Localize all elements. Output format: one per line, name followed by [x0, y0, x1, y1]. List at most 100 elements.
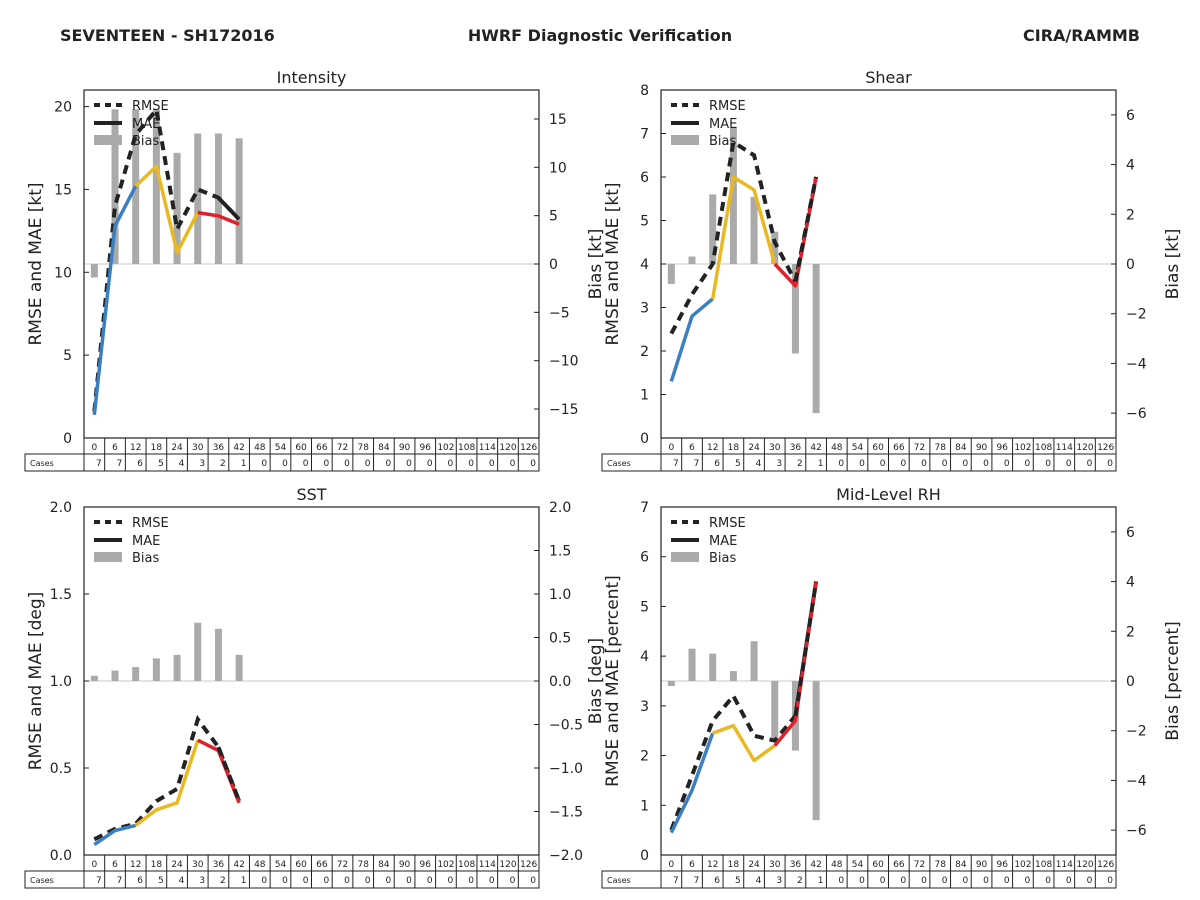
case-cell: 6 — [137, 876, 143, 886]
hour-cell: 90 — [399, 443, 411, 453]
hour-cell: 114 — [1056, 443, 1073, 453]
legend-bias-swatch — [671, 135, 699, 145]
case-cell: 5 — [735, 459, 741, 469]
ylabel2: Bias [kt] — [1163, 229, 1183, 300]
case-cell: 0 — [1004, 459, 1010, 469]
hour-cell: 30 — [192, 443, 204, 453]
ytick-label: 0.0 — [50, 848, 72, 864]
hour-cell: 48 — [831, 860, 843, 870]
case-cell: 0 — [510, 876, 516, 886]
hour-cell: 96 — [997, 443, 1009, 453]
case-cell: 0 — [427, 459, 433, 469]
case-cell: 0 — [448, 876, 454, 886]
hour-cell: 90 — [976, 443, 988, 453]
hour-cell: 108 — [1035, 860, 1052, 870]
bias-bar — [791, 264, 799, 354]
cases-row-label: Cases — [607, 876, 631, 885]
bias-bar — [90, 264, 98, 278]
hour-cell: 108 — [458, 860, 475, 870]
legend-mae-label: MAE — [132, 117, 160, 132]
legend-bias-swatch — [671, 552, 699, 562]
hour-cell: 6 — [112, 860, 118, 870]
bias-bar — [771, 681, 779, 739]
y2tick-label: −1.0 — [549, 761, 583, 777]
case-cell: 4 — [179, 459, 185, 469]
y2tick-label: 0.5 — [549, 631, 571, 647]
case-cell: 0 — [344, 876, 350, 886]
rmse-line — [92, 105, 241, 412]
case-cell: 6 — [714, 459, 720, 469]
legend-bias-label: Bias — [132, 551, 159, 566]
y2tick-label: −15 — [549, 402, 579, 418]
case-cell: 0 — [448, 459, 454, 469]
hour-cell: 120 — [1076, 860, 1093, 870]
rmse-line-tail — [216, 746, 241, 802]
y2tick-label: 2.0 — [549, 500, 571, 516]
case-cell: 3 — [776, 876, 782, 886]
hour-cell: 24 — [171, 443, 183, 453]
rmse-line — [93, 714, 241, 842]
hour-cell: 12 — [130, 860, 141, 870]
hour-cell: 12 — [130, 443, 141, 453]
case-cell: 0 — [921, 876, 927, 886]
y2tick-label: 2 — [1126, 207, 1135, 223]
bias-bar — [111, 109, 119, 264]
case-cell: 0 — [365, 876, 371, 886]
cases-row — [601, 870, 1117, 889]
hour-cell: 114 — [1056, 860, 1073, 870]
case-cell: 0 — [427, 876, 433, 886]
hour-cell: 36 — [213, 443, 225, 453]
case-cell: 0 — [900, 459, 906, 469]
y2tick-label: 0 — [549, 257, 558, 273]
case-cell: 5 — [158, 459, 164, 469]
case-cell: 5 — [158, 876, 164, 886]
case-cell: 3 — [776, 459, 782, 469]
ylabel: RMSE and MAE [percent] — [603, 575, 623, 787]
hour-cell: 48 — [831, 443, 843, 453]
ytick-label: 1 — [640, 388, 649, 404]
y2tick-label: 10 — [549, 160, 567, 176]
hour-cell: 42 — [810, 443, 821, 453]
case-cell: 0 — [900, 876, 906, 886]
case-cell: 0 — [468, 876, 474, 886]
case-cell: 0 — [962, 876, 968, 886]
hour-cell: 0 — [668, 860, 674, 870]
legend-rmse-label: RMSE — [132, 516, 169, 531]
case-cell: 7 — [694, 876, 700, 886]
legend-bias-label: Bias — [132, 134, 159, 149]
case-cell: 0 — [1025, 876, 1031, 886]
ytick-label: 15 — [54, 182, 72, 198]
hour-cell: 84 — [378, 443, 390, 453]
cases-row-label: Cases — [607, 459, 631, 468]
case-cell: 0 — [942, 459, 948, 469]
ylabel2: Bias [kt] — [586, 229, 606, 300]
hour-cell: 90 — [399, 860, 411, 870]
case-cell: 2 — [220, 459, 226, 469]
mae-line-segment-2 — [773, 176, 818, 288]
case-cell: 1 — [818, 876, 824, 886]
hour-cell: 36 — [213, 860, 225, 870]
y2tick-label: 15 — [549, 112, 567, 128]
hour-cell: 30 — [192, 860, 204, 870]
hour-cell: 72 — [914, 860, 925, 870]
hour-cell: 120 — [1076, 443, 1093, 453]
case-cell: 7 — [96, 459, 102, 469]
hour-cell: 12 — [707, 443, 718, 453]
hour-cell: 84 — [955, 443, 967, 453]
ylabel2: Bias [deg] — [586, 638, 606, 724]
case-cell: 0 — [303, 876, 309, 886]
hour-cell: 12 — [707, 860, 718, 870]
ylabel2: Bias [percent] — [1163, 621, 1183, 740]
chart-title: Shear — [865, 68, 912, 87]
case-cell: 0 — [1025, 459, 1031, 469]
case-cell: 0 — [859, 876, 865, 886]
case-cell: 4 — [756, 876, 762, 886]
ytick-label: 7 — [640, 127, 649, 143]
case-cell: 0 — [838, 459, 844, 469]
y2tick-label: −1.5 — [549, 805, 583, 821]
hour-cell: 96 — [420, 860, 432, 870]
y2tick-label: 6 — [1126, 108, 1135, 124]
case-cell: 0 — [1045, 876, 1051, 886]
ylabel: RMSE and MAE [kt] — [26, 182, 46, 345]
ytick-label: 3 — [640, 301, 649, 317]
